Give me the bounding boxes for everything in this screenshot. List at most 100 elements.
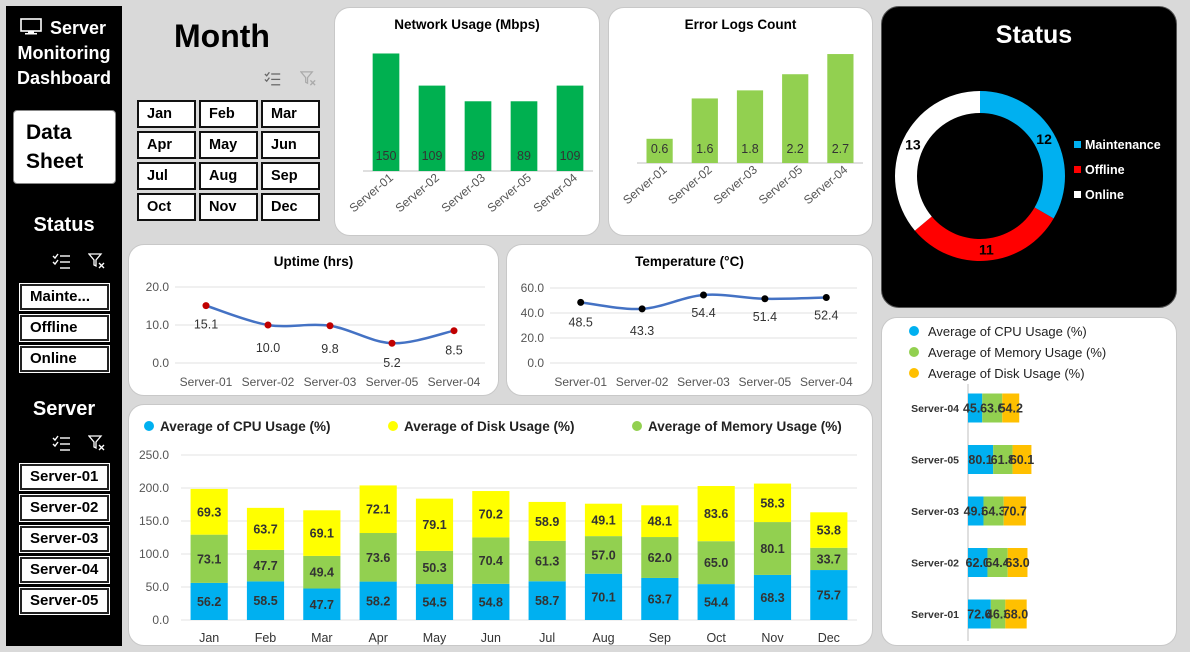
segment-label: 69.1: [310, 527, 334, 541]
temperature-card: Temperature (°C) 0.0 20.0 40.0 60.0 48.5 Serv…: [506, 244, 873, 396]
status-item-offline[interactable]: Offline: [19, 314, 110, 342]
stack-segment: [968, 445, 994, 474]
segment-label: 65.0: [704, 556, 728, 570]
category-label: Server-01: [180, 375, 233, 389]
clear-filter-icon[interactable]: [87, 434, 106, 457]
legend-marker: [632, 421, 642, 431]
error-logs-chart: 0.6 Server-01 1.6 Server-02 1.8 Server-03 2.2 S…: [620, 54, 863, 207]
status-slicer-heading: Status: [33, 214, 95, 236]
legend-label: Average of Memory Usage (%): [648, 419, 842, 434]
server-usage-chart: Average of CPU Usage (%) Average of Memor…: [909, 324, 1106, 641]
y-tick-label: 200.0: [139, 481, 169, 495]
y-tick-label: 10.0: [146, 318, 170, 332]
segment-label: 49.3: [964, 505, 988, 519]
multi-select-icon[interactable]: [264, 70, 282, 92]
stack-segment: [359, 581, 397, 620]
month-item-jan[interactable]: Jan: [137, 100, 196, 128]
bar-server-02: [691, 98, 718, 163]
clear-filter-icon[interactable]: [87, 252, 106, 275]
stack-segment: [641, 577, 679, 620]
month-item-mar[interactable]: Mar: [261, 100, 320, 128]
bar-value-label: 1.6: [696, 142, 713, 156]
category-label: Sep: [649, 631, 671, 645]
category-label: Server-02: [911, 558, 959, 570]
month-item-feb[interactable]: Feb: [199, 100, 258, 128]
stack-segment: [246, 581, 285, 620]
segment-label: 63.0: [1005, 556, 1029, 570]
segment-label: 80.1: [968, 453, 992, 467]
stack-segment: [415, 584, 454, 620]
segment-label: 68.3: [760, 591, 784, 605]
category-label: Oct: [706, 631, 726, 645]
y-tick-label: 0.0: [152, 613, 169, 627]
donut-value-label: 11: [979, 242, 994, 258]
stack-segment: [1002, 393, 1020, 423]
stack-segment: [753, 522, 792, 575]
stack-segment: [472, 491, 510, 538]
stack-segment: [697, 541, 735, 585]
month-item-jun[interactable]: Jun: [261, 131, 320, 159]
server-item-03[interactable]: Server-03: [19, 525, 110, 553]
status-title: Status: [995, 21, 1073, 49]
monthly-usage-chart: 0.0 50.0 100.0 150.0 200.0 250.0 Average of CP…: [139, 419, 857, 645]
data-label: 43.3: [630, 324, 654, 338]
stack-segment: [359, 533, 397, 582]
legend-marker: [144, 421, 154, 431]
month-item-oct[interactable]: Oct: [137, 193, 196, 221]
segment-label: 64.4: [985, 556, 1009, 570]
month-item-jul[interactable]: Jul: [137, 162, 196, 190]
stack-segment: [1003, 496, 1026, 526]
multi-select-icon[interactable]: [52, 252, 72, 275]
month-item-may[interactable]: May: [199, 131, 258, 159]
month-item-aug[interactable]: Aug: [199, 162, 258, 190]
title-line-3: Dashboard: [16, 68, 112, 88]
bar-value-label: 89: [517, 149, 531, 163]
bar-server-03: [464, 101, 492, 171]
category-label: Dec: [818, 631, 840, 645]
bar-value-label: 89: [471, 149, 485, 163]
stack-segment: [697, 584, 735, 620]
uptime-chart: 0.0 10.0 20.0 15.1 Server-01 10.0 Server-02 9.8…: [146, 280, 485, 389]
server-item-05[interactable]: Server-05: [19, 587, 110, 615]
data-point: [264, 321, 272, 329]
status-item-maintenance[interactable]: Mainte...: [19, 283, 110, 311]
data-label: 9.8: [321, 342, 338, 356]
donut-slice-offline: [914, 207, 1054, 261]
category-label: Server-03: [677, 375, 730, 389]
stack-segment: [697, 486, 735, 542]
bar-value-label: 1.8: [741, 142, 758, 156]
data-sheet-button[interactable]: Data Sheet: [13, 110, 116, 184]
month-item-dec[interactable]: Dec: [261, 193, 320, 221]
stack-segment: [528, 540, 566, 582]
month-item-apr[interactable]: Apr: [137, 131, 196, 159]
month-slicer-heading: Month: [174, 18, 270, 54]
server-item-01[interactable]: Server-01: [19, 463, 110, 491]
network-usage-card: Network Usage (Mbps) 150 Server-01 109 Serv…: [334, 7, 600, 236]
category-label: Server-04: [531, 170, 581, 215]
segment-label: 62.0: [966, 556, 990, 570]
data-point: [822, 294, 830, 301]
multi-select-icon[interactable]: [52, 434, 72, 457]
month-item-sep[interactable]: Sep: [261, 162, 320, 190]
segment-label: 75.7: [817, 589, 841, 603]
segment-label: 62.0: [648, 551, 672, 565]
category-label: Server-05: [366, 375, 419, 389]
server-item-04[interactable]: Server-04: [19, 556, 110, 584]
legend-label: Average of CPU Usage (%): [160, 419, 331, 434]
segment-label: 83.6: [704, 507, 728, 521]
stack-segment: [1007, 548, 1028, 577]
segment-label: 57.0: [591, 548, 615, 562]
segment-label: 49.4: [310, 566, 334, 580]
segment-label: 72.1: [366, 503, 390, 517]
category-label: Server-02: [393, 170, 443, 215]
segment-label: 72.6: [967, 608, 991, 622]
status-item-online[interactable]: Online: [19, 345, 110, 373]
category-label: Server-03: [711, 162, 761, 207]
clear-filter-icon[interactable]: [299, 70, 317, 92]
y-tick-label: 250.0: [139, 448, 169, 462]
segment-label: 79.1: [422, 518, 446, 532]
month-item-nov[interactable]: Nov: [199, 193, 258, 221]
segment-label: 58.5: [253, 594, 277, 608]
server-item-02[interactable]: Server-02: [19, 494, 110, 522]
server-usage-card: Average of CPU Usage (%) Average of Memor…: [881, 317, 1177, 646]
